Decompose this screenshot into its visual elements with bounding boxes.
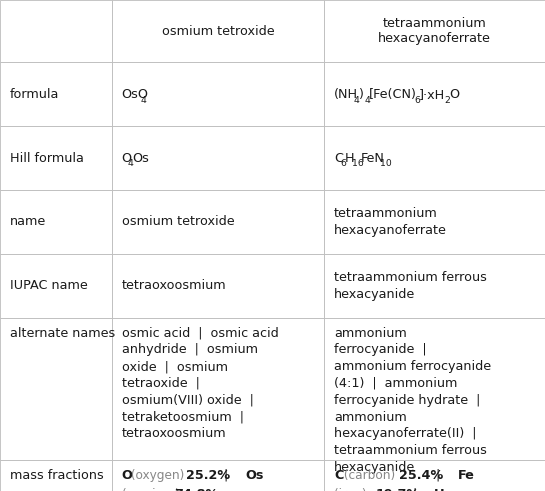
Bar	[0, 62, 112, 126]
Text: Os: Os	[245, 469, 264, 482]
Text: |: |	[405, 488, 425, 491]
Bar	[324, 254, 545, 318]
Bar	[112, 0, 324, 62]
Text: formula: formula	[10, 88, 59, 101]
Text: |: |	[216, 469, 236, 482]
Text: name: name	[10, 216, 46, 228]
Text: ): )	[358, 88, 363, 101]
Text: tetraammonium ferrous
hexacyanide: tetraammonium ferrous hexacyanide	[334, 271, 487, 300]
Text: H: H	[345, 152, 355, 164]
Text: 16: 16	[352, 160, 364, 168]
Bar	[112, 254, 324, 318]
Text: 74.8%: 74.8%	[174, 488, 219, 491]
Text: mass fractions: mass fractions	[10, 469, 104, 482]
Text: H: H	[434, 488, 445, 491]
Text: ]·xH: ]·xH	[419, 88, 445, 101]
Text: 10: 10	[380, 160, 392, 168]
Text: Os: Os	[132, 152, 149, 164]
Text: [Fe(CN): [Fe(CN)	[369, 88, 417, 101]
Text: C: C	[334, 469, 343, 482]
Text: Hill formula: Hill formula	[10, 152, 84, 164]
Bar	[0, 318, 112, 460]
Bar	[0, 126, 112, 190]
Text: IUPAC name: IUPAC name	[10, 279, 88, 292]
Text: (iron): (iron)	[334, 488, 371, 491]
Bar	[324, 460, 545, 491]
Text: Fe: Fe	[458, 469, 475, 482]
Text: tetraammonium
hexacyanoferrate: tetraammonium hexacyanoferrate	[334, 207, 447, 237]
Bar	[112, 62, 324, 126]
Bar	[112, 318, 324, 460]
Text: FeN: FeN	[361, 152, 385, 164]
Text: 6: 6	[414, 96, 420, 105]
Text: 4: 4	[141, 96, 147, 105]
Bar	[0, 0, 112, 62]
Bar	[112, 190, 324, 254]
Text: 19.7%: 19.7%	[376, 488, 420, 491]
Text: (carbon): (carbon)	[340, 469, 399, 482]
Text: (NH: (NH	[334, 88, 358, 101]
Text: 25.4%: 25.4%	[399, 469, 443, 482]
Text: C: C	[334, 152, 343, 164]
Bar	[324, 190, 545, 254]
Text: alternate names: alternate names	[10, 327, 115, 339]
Text: ammonium
ferrocyanide  |
ammonium ferrocyanide
(4:1)  |  ammonium
ferrocyanide h: ammonium ferrocyanide | ammonium ferrocy…	[334, 327, 491, 474]
Text: O: O	[122, 152, 132, 164]
Text: tetraammonium
hexacyanoferrate: tetraammonium hexacyanoferrate	[378, 17, 491, 45]
Text: osmium tetroxide: osmium tetroxide	[122, 216, 234, 228]
Bar	[0, 190, 112, 254]
Text: 4: 4	[365, 96, 370, 105]
Text: (osmium): (osmium)	[122, 488, 183, 491]
Bar	[112, 460, 324, 491]
Text: |: |	[428, 469, 449, 482]
Text: O: O	[122, 469, 132, 482]
Text: O: O	[449, 88, 459, 101]
Text: 4: 4	[353, 96, 359, 105]
Text: tetraoxoosmium: tetraoxoosmium	[122, 279, 226, 292]
Text: 25.2%: 25.2%	[186, 469, 231, 482]
Bar	[0, 254, 112, 318]
Text: osmic acid  |  osmic acid
anhydride  |  osmium
oxide  |  osmium
tetraoxide  |
os: osmic acid | osmic acid anhydride | osmi…	[122, 327, 278, 440]
Bar	[324, 318, 545, 460]
Bar	[0, 460, 112, 491]
Text: 4: 4	[128, 160, 134, 168]
Text: OsO: OsO	[122, 88, 149, 101]
Text: 2: 2	[444, 96, 450, 105]
Bar	[112, 126, 324, 190]
Text: (oxygen): (oxygen)	[128, 469, 189, 482]
Bar	[324, 126, 545, 190]
Bar	[324, 62, 545, 126]
Bar	[324, 0, 545, 62]
Text: 6: 6	[341, 160, 347, 168]
Text: osmium tetroxide: osmium tetroxide	[162, 25, 274, 38]
